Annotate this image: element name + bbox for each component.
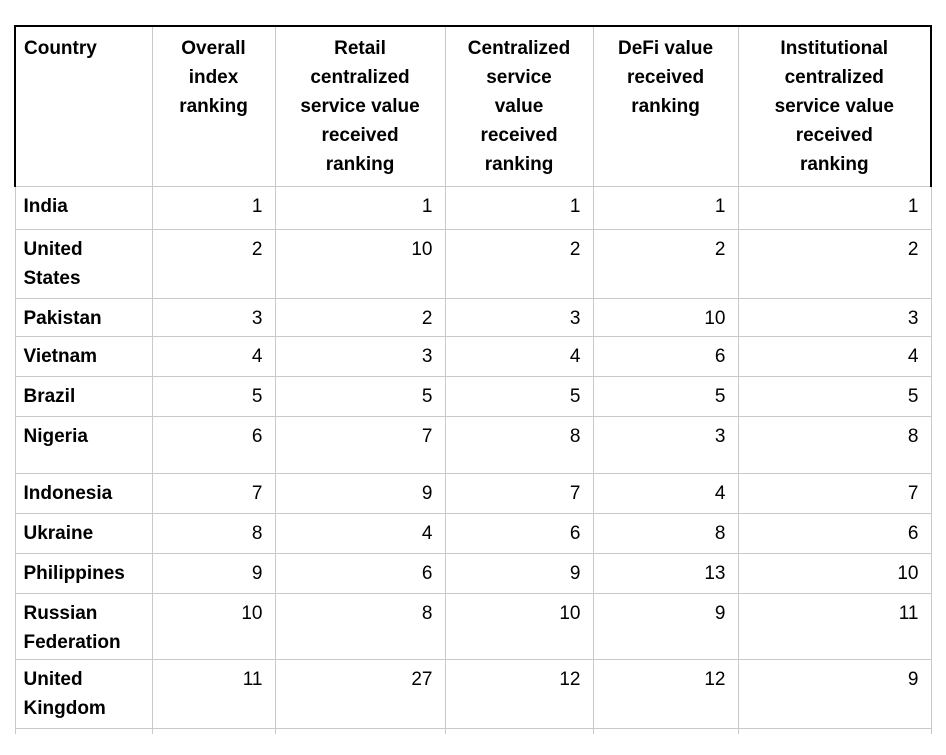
- country-cell: India: [14, 185, 153, 230]
- table-partial-row: [14, 727, 932, 734]
- rank-value-cell: 10: [592, 297, 739, 337]
- table-header: Country Overall index ranking Retail cen…: [14, 25, 932, 187]
- rank-value-cell: 1: [592, 185, 739, 230]
- rank-value-cell: 8: [592, 512, 739, 554]
- country-cell: United States: [14, 228, 153, 299]
- rank-value-cell: 6: [444, 512, 594, 554]
- table-row: India 1 1 1 1 1: [14, 185, 932, 230]
- rank-value-cell: 2: [274, 297, 446, 337]
- partial-cell: [151, 727, 276, 734]
- partial-cell: [274, 727, 446, 734]
- rank-value-cell: 1: [274, 185, 446, 230]
- rank-value-cell: 3: [274, 335, 446, 377]
- rank-value-cell: 4: [274, 512, 446, 554]
- rank-value-cell: 12: [444, 658, 594, 729]
- table-row: Nigeria 6 7 8 3 8: [14, 415, 932, 474]
- rank-value-cell: 8: [151, 512, 276, 554]
- rank-value-cell: 1: [444, 185, 594, 230]
- table-row: Ukraine 8 4 6 8 6: [14, 512, 932, 554]
- rank-value-cell: 2: [592, 228, 739, 299]
- rank-value-cell: 12: [592, 658, 739, 729]
- country-cell: Russian Federation: [14, 592, 153, 660]
- rank-value-cell: 2: [737, 228, 932, 299]
- header-overall-index-ranking: Overall index ranking: [151, 25, 276, 187]
- rank-value-cell: 5: [737, 375, 932, 417]
- header-row: Country Overall index ranking Retail cen…: [14, 25, 932, 187]
- table-row: United States 2 10 2 2 2: [14, 228, 932, 299]
- partial-cell: [14, 727, 153, 734]
- rank-value-cell: 3: [592, 415, 739, 474]
- partial-cell: [737, 727, 932, 734]
- table-row: United Kingdom 11 27 12 12 9: [14, 658, 932, 729]
- country-cell: Brazil: [14, 375, 153, 417]
- rank-value-cell: 11: [151, 658, 276, 729]
- table-row: Brazil 5 5 5 5 5: [14, 375, 932, 417]
- rank-value-cell: 11: [737, 592, 932, 660]
- country-cell: Ukraine: [14, 512, 153, 554]
- rank-value-cell: 13: [592, 552, 739, 594]
- rank-value-cell: 7: [444, 472, 594, 514]
- rank-value-cell: 5: [592, 375, 739, 417]
- country-crypto-rankings-table: Country Overall index ranking Retail cen…: [14, 25, 932, 734]
- rank-value-cell: 9: [151, 552, 276, 594]
- header-retail-centralized-ranking: Retail centralized service value receive…: [274, 25, 446, 187]
- partial-cell: [444, 727, 594, 734]
- rank-value-cell: 6: [592, 335, 739, 377]
- rank-value-cell: 3: [444, 297, 594, 337]
- rank-value-cell: 7: [737, 472, 932, 514]
- rank-value-cell: 7: [274, 415, 446, 474]
- header-country: Country: [14, 25, 153, 187]
- header-centralized-service-ranking: Centralized service value received ranki…: [444, 25, 594, 187]
- table-row: Vietnam 4 3 4 6 4: [14, 335, 932, 377]
- rank-value-cell: 5: [274, 375, 446, 417]
- rank-value-cell: 3: [151, 297, 276, 337]
- partial-cutoff-row: [14, 727, 932, 734]
- rank-value-cell: 8: [444, 415, 594, 474]
- table-body: India 1 1 1 1 1 United States 2 10 2 2 2 Pakistan 3 2 3…: [14, 185, 932, 729]
- header-defi-value-ranking: DeFi value received ranking: [592, 25, 739, 187]
- rank-value-cell: 4: [151, 335, 276, 377]
- rank-value-cell: 4: [592, 472, 739, 514]
- rank-value-cell: 7: [151, 472, 276, 514]
- rank-value-cell: 6: [274, 552, 446, 594]
- country-cell: Indonesia: [14, 472, 153, 514]
- rank-value-cell: 8: [737, 415, 932, 474]
- table-row: Russian Federation 10 8 10 9 11: [14, 592, 932, 660]
- rank-value-cell: 4: [737, 335, 932, 377]
- country-cell: United Kingdom: [14, 658, 153, 729]
- rank-value-cell: 6: [151, 415, 276, 474]
- rank-value-cell: 5: [444, 375, 594, 417]
- rank-value-cell: 3: [737, 297, 932, 337]
- rank-value-cell: 9: [592, 592, 739, 660]
- rank-value-cell: 10: [737, 552, 932, 594]
- rank-value-cell: 10: [444, 592, 594, 660]
- partial-cell: [592, 727, 739, 734]
- rank-value-cell: 2: [151, 228, 276, 299]
- rank-value-cell: 9: [737, 658, 932, 729]
- country-cell: Vietnam: [14, 335, 153, 377]
- rank-value-cell: 9: [274, 472, 446, 514]
- rank-value-cell: 4: [444, 335, 594, 377]
- rank-value-cell: 10: [151, 592, 276, 660]
- country-cell: Philippines: [14, 552, 153, 594]
- header-institutional-centralized-ranking: Institutional centralized service value …: [737, 25, 932, 187]
- rank-value-cell: 27: [274, 658, 446, 729]
- rank-value-cell: 9: [444, 552, 594, 594]
- rank-value-cell: 8: [274, 592, 446, 660]
- rank-value-cell: 2: [444, 228, 594, 299]
- table-row: Philippines 9 6 9 13 10: [14, 552, 932, 594]
- rank-value-cell: 5: [151, 375, 276, 417]
- rank-value-cell: 10: [274, 228, 446, 299]
- rank-value-cell: 1: [737, 185, 932, 230]
- table-row: Pakistan 3 2 3 10 3: [14, 297, 932, 337]
- country-cell: Pakistan: [14, 297, 153, 337]
- rank-value-cell: 1: [151, 185, 276, 230]
- country-cell: Nigeria: [14, 415, 153, 474]
- table-row: Indonesia 7 9 7 4 7: [14, 472, 932, 514]
- rank-value-cell: 6: [737, 512, 932, 554]
